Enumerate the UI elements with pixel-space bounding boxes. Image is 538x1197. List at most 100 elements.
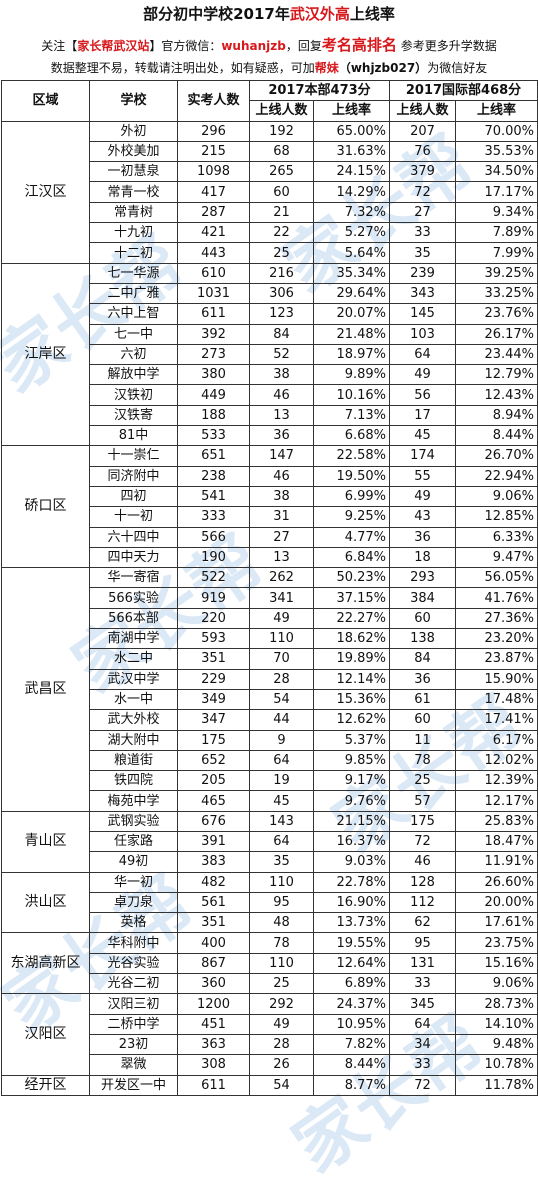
main-pass-rate: 24.37% xyxy=(312,993,391,1015)
school-name: 二桥中学 xyxy=(89,1013,178,1035)
main-pass-rate: 9.03% xyxy=(312,851,391,873)
intl-pass-rate: 56.05% xyxy=(455,567,538,589)
intl-pass-rate: 12.17% xyxy=(455,790,538,812)
intl-pass-count: 175 xyxy=(389,810,457,832)
main-pass-rate: 12.62% xyxy=(312,709,391,731)
main-pass-count: 123 xyxy=(249,303,314,325)
main-pass-count: 22 xyxy=(249,222,314,244)
intl-pass-rate: 26.70% xyxy=(455,445,538,467)
main-pass-count: 46 xyxy=(249,465,314,487)
main-pass-count: 36 xyxy=(249,425,314,447)
account-name: 家长帮武汉站 xyxy=(77,39,150,53)
main-pass-rate: 14.29% xyxy=(312,181,391,203)
main-pass-count: 84 xyxy=(249,323,314,345)
main-pass-rate: 9.25% xyxy=(312,506,391,528)
main-pass-count: 38 xyxy=(249,485,314,508)
intl-pass-rate: 17.41% xyxy=(455,709,538,731)
exam-count: 919 xyxy=(177,587,250,609)
main-pass-rate: 19.89% xyxy=(312,648,391,670)
main-pass-count: 19 xyxy=(249,770,314,792)
main-pass-count: 54 xyxy=(249,688,314,711)
school-name: 十一初 xyxy=(89,506,178,528)
table-row: 常青树 287 21 7.32% 27 9.34% xyxy=(2,201,538,224)
school-name: 粮道街 xyxy=(89,749,178,772)
district-cell: 东湖高新区 xyxy=(1,932,90,995)
intl-pass-count: 138 xyxy=(389,628,457,650)
intl-pass-count: 61 xyxy=(389,688,457,711)
exam-count: 347 xyxy=(177,709,250,731)
col-intl-pass-count: 上线人数 xyxy=(389,100,457,122)
school-name: 四初 xyxy=(89,485,178,508)
intl-pass-count: 239 xyxy=(389,262,457,284)
main-pass-rate: 7.82% xyxy=(312,1033,391,1056)
school-name: 光谷实验 xyxy=(89,952,178,975)
table-row: 洪山区 华一初 482 110 22.78% 128 26.60% xyxy=(1,871,538,934)
main-pass-count: 28 xyxy=(249,1033,314,1056)
intl-pass-rate: 6.33% xyxy=(455,526,538,548)
table-row: 566实验 919 341 37.15% 384 41.76% xyxy=(2,587,538,609)
main-pass-count: 26 xyxy=(249,1054,314,1076)
exam-count: 238 xyxy=(177,465,250,487)
contact-name: 帮妹 xyxy=(314,61,339,75)
main-pass-count: 21 xyxy=(249,201,314,224)
intl-pass-count: 379 xyxy=(389,161,457,183)
table-row: 翠微 308 26 8.44% 33 10.78% xyxy=(2,1054,538,1076)
school-name: 铁四院 xyxy=(89,770,178,792)
exam-count: 380 xyxy=(177,364,250,386)
main-pass-count: 31 xyxy=(249,506,314,528)
intl-pass-rate: 20.00% xyxy=(455,891,538,914)
district-cell: 江汉区 xyxy=(1,120,90,264)
exam-count: 451 xyxy=(177,1013,250,1035)
main-pass-rate: 50.23% xyxy=(312,567,391,589)
exam-count: 465 xyxy=(177,790,250,812)
main-pass-count: 49 xyxy=(249,607,314,630)
main-pass-count: 38 xyxy=(249,364,314,386)
main-pass-count: 292 xyxy=(249,993,314,1015)
intl-pass-rate: 12.02% xyxy=(455,749,538,772)
main-pass-count: 216 xyxy=(249,262,314,284)
main-pass-rate: 9.76% xyxy=(312,790,391,812)
intl-pass-rate: 41.76% xyxy=(455,587,538,609)
intl-pass-rate: 14.10% xyxy=(455,1013,538,1035)
intl-pass-rate: 9.48% xyxy=(455,1033,538,1056)
main-pass-rate: 9.85% xyxy=(312,749,391,772)
school-name: 任家路 xyxy=(89,830,178,853)
main-pass-rate: 19.50% xyxy=(312,465,391,487)
exam-count: 391 xyxy=(177,830,250,853)
intl-pass-count: 60 xyxy=(389,607,457,630)
main-pass-count: 35 xyxy=(249,851,314,873)
district-cell: 青山区 xyxy=(1,810,90,873)
table-row: 四中天力 190 13 6.84% 18 9.47% xyxy=(2,546,538,569)
intl-pass-rate: 33.25% xyxy=(455,282,538,305)
intl-pass-count: 78 xyxy=(389,749,457,772)
intl-pass-count: 49 xyxy=(389,364,457,386)
main-pass-rate: 12.14% xyxy=(312,668,391,690)
intl-pass-count: 293 xyxy=(389,567,457,589)
main-pass-rate: 18.97% xyxy=(312,343,391,366)
intl-pass-rate: 9.47% xyxy=(455,546,538,569)
table-row: 英格 351 48 13.73% 62 17.61% xyxy=(2,912,538,934)
exam-count: 188 xyxy=(177,404,250,427)
table-row: 同济附中 238 46 19.50% 55 22.94% xyxy=(2,465,538,487)
title-highlight: 武汉外高 xyxy=(289,5,350,23)
table-row: 东湖高新区 华科附中 400 78 19.55% 95 23.75% xyxy=(1,932,538,995)
main-pass-rate: 8.77% xyxy=(312,1074,391,1096)
exam-count: 417 xyxy=(177,181,250,203)
main-pass-count: 60 xyxy=(249,181,314,203)
school-name: 六初 xyxy=(89,343,178,366)
main-pass-rate: 16.37% xyxy=(312,830,391,853)
intl-pass-count: 145 xyxy=(389,303,457,325)
exam-count: 229 xyxy=(177,668,250,690)
main-pass-count: 70 xyxy=(249,648,314,670)
table-row: 49初 383 35 9.03% 46 11.91% xyxy=(2,851,538,873)
table-row: 汉铁寄 188 13 7.13% 17 8.94% xyxy=(2,404,538,427)
exam-count: 175 xyxy=(177,729,250,751)
intl-pass-rate: 7.99% xyxy=(455,242,538,264)
main-pass-rate: 15.36% xyxy=(312,688,391,711)
main-pass-count: 64 xyxy=(249,749,314,772)
exam-count: 867 xyxy=(177,952,250,975)
exam-count: 482 xyxy=(177,871,250,893)
exam-count: 610 xyxy=(177,262,250,284)
table-row: 六初 273 52 18.97% 64 23.44% xyxy=(2,343,538,366)
intl-pass-count: 62 xyxy=(389,912,457,934)
